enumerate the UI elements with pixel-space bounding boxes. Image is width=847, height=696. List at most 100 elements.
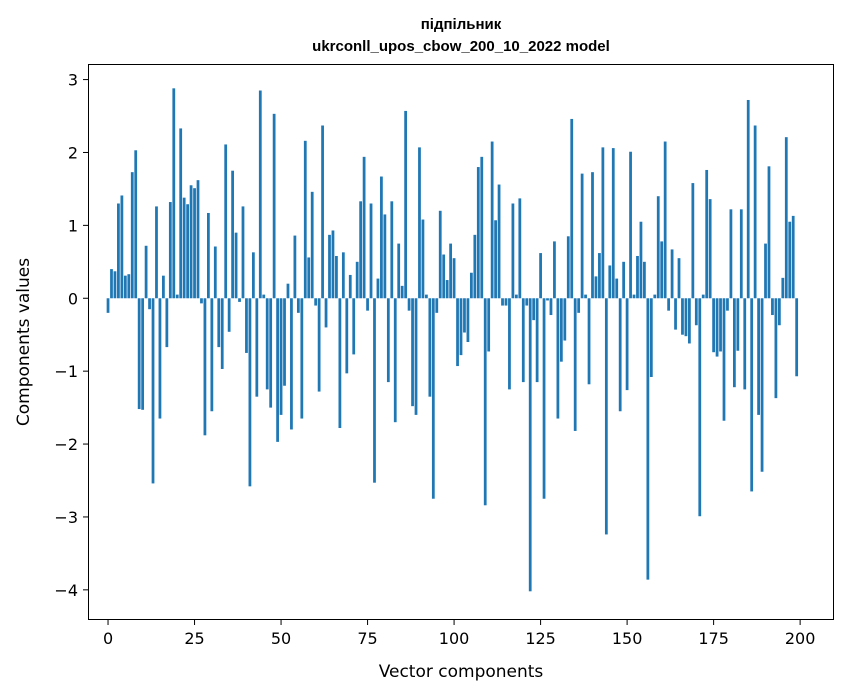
bar-191 (767, 166, 771, 299)
bar-32 (217, 298, 221, 348)
y-tick-label: 3 (68, 71, 78, 90)
y-axis-label: Components values (14, 258, 34, 426)
bar-125 (539, 253, 542, 299)
bar-60 (314, 298, 318, 306)
bar-35 (227, 298, 231, 332)
bar-47 (269, 298, 273, 408)
bar-185 (746, 99, 750, 299)
bar-59 (310, 191, 314, 299)
bar-8 (134, 150, 138, 299)
bar-97 (442, 254, 446, 299)
bar-114 (501, 298, 504, 306)
bar-19 (172, 88, 176, 299)
bar-92 (425, 294, 428, 299)
x-tick-label: 125 (525, 629, 556, 648)
bar-96 (438, 210, 442, 299)
bar-50 (279, 298, 283, 415)
bar-112 (494, 220, 497, 299)
bar-80 (383, 214, 387, 299)
bars-group (106, 88, 799, 592)
bar-57 (303, 140, 307, 299)
x-tick-label: 175 (698, 629, 729, 648)
bar-160 (660, 241, 664, 299)
bar-21 (179, 128, 183, 299)
bar-30 (210, 298, 214, 412)
bar-11 (144, 245, 148, 299)
bar-168 (688, 298, 691, 344)
bar-143 (601, 147, 605, 299)
bar-198 (791, 215, 795, 299)
bar-34 (224, 144, 228, 299)
bar-23 (186, 204, 190, 299)
bar-100 (452, 258, 456, 299)
bar-121 (525, 298, 529, 306)
bar-169 (691, 183, 695, 299)
bar-138 (584, 294, 587, 299)
bar-174 (708, 199, 712, 299)
bar-132 (563, 298, 567, 341)
bar-33 (220, 298, 224, 369)
bar-182 (736, 298, 740, 351)
bar-9 (137, 298, 141, 410)
chart-title-line1: підпільник (421, 16, 502, 33)
y-tick-label: −1 (54, 362, 78, 381)
bar-172 (701, 294, 705, 299)
bar-28 (203, 298, 207, 436)
bar-137 (580, 173, 584, 299)
bar-180 (729, 209, 733, 299)
bar-54 (293, 235, 297, 299)
bar-37 (234, 232, 238, 299)
bar-65 (331, 230, 335, 299)
bar-61 (317, 298, 321, 392)
bar-0 (106, 298, 110, 313)
bar-93 (428, 298, 432, 397)
bar-177 (719, 298, 722, 352)
bar-86 (404, 110, 408, 299)
bar-3 (117, 203, 120, 299)
bar-147 (615, 278, 619, 299)
bar-152 (632, 294, 636, 299)
x-tick-label: 200 (785, 629, 816, 648)
bar-101 (456, 298, 459, 367)
bar-123 (532, 298, 536, 321)
bar-36 (231, 170, 234, 299)
bar-74 (362, 156, 366, 299)
bar-156 (646, 298, 650, 580)
bar-179 (726, 298, 729, 311)
bar-68 (341, 252, 345, 299)
bar-118 (514, 294, 518, 299)
bar-15 (158, 298, 162, 419)
bar-69 (345, 298, 349, 374)
bar-82 (390, 201, 394, 299)
bar-84 (397, 243, 401, 299)
bar-193 (774, 298, 778, 399)
bar-77 (373, 298, 376, 483)
bar-102 (459, 298, 463, 356)
bar-108 (480, 156, 484, 299)
bar-129 (553, 241, 556, 299)
bar-7 (130, 172, 134, 299)
bar-22 (182, 197, 186, 299)
bar-52 (286, 283, 290, 299)
bar-181 (732, 298, 736, 388)
bar-131 (559, 298, 563, 362)
bar-188 (757, 298, 760, 415)
bar-199 (795, 298, 799, 377)
bar-75 (366, 298, 369, 311)
bar-136 (577, 298, 581, 313)
bar-175 (712, 298, 715, 353)
bar-104 (466, 298, 470, 342)
bar-184 (743, 298, 747, 390)
bar-173 (705, 169, 709, 299)
bar-67 (338, 298, 342, 429)
bar-197 (788, 221, 792, 299)
bar-139 (587, 298, 591, 385)
bar-146 (611, 148, 615, 299)
bar-171 (698, 298, 702, 517)
bar-140 (591, 172, 594, 299)
bar-49 (276, 298, 279, 442)
bar-110 (487, 298, 491, 352)
bar-165 (677, 258, 681, 299)
bar-55 (296, 298, 300, 313)
bar-40 (245, 298, 248, 353)
